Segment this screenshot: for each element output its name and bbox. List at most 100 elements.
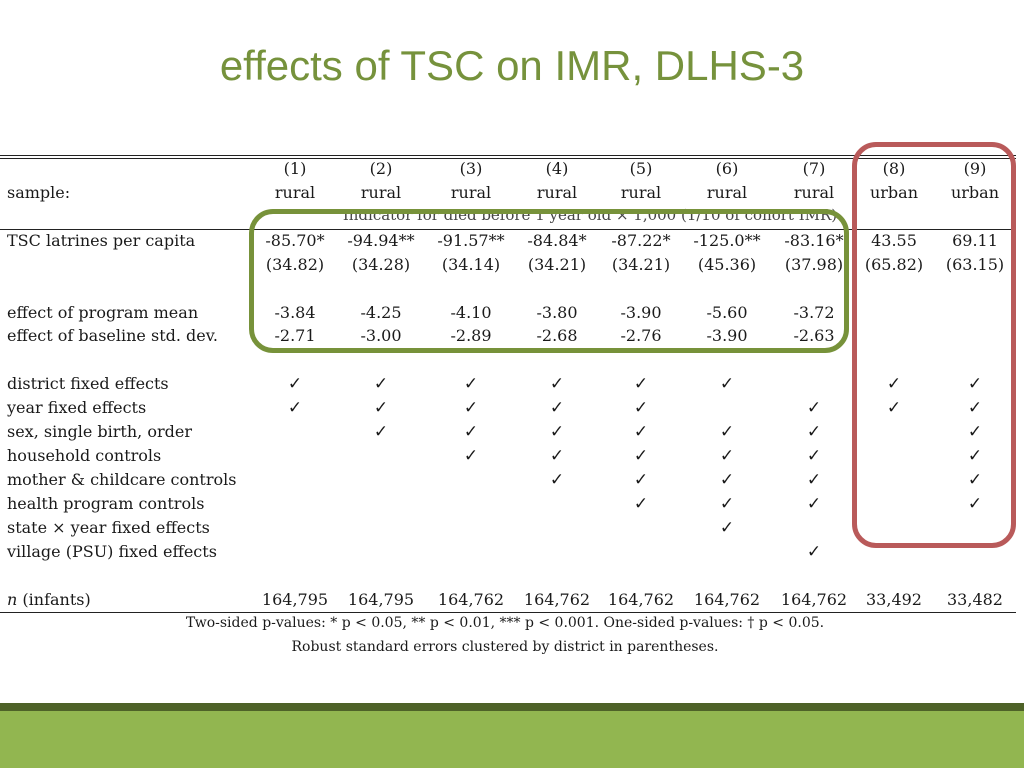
checkmark-icon: ✓	[549, 446, 565, 466]
control-row-label: village (PSU) fixed effects	[7, 542, 217, 561]
effect-row-label: effect of baseline std. dev.	[7, 326, 218, 345]
checkmark-icon: ✓	[549, 470, 565, 490]
checkmark-icon: ✓	[633, 422, 649, 442]
checkmark-icon: ✓	[463, 398, 479, 418]
checkmark-icon: ✓	[719, 470, 735, 490]
coef-std-error: (34.21)	[611, 255, 671, 274]
checkmark-icon: ✓	[287, 398, 303, 418]
column-number: (4)	[545, 159, 569, 178]
sample-value: rural	[793, 183, 835, 202]
control-row-label: mother & childcare controls	[7, 470, 237, 489]
slide-title: effects of TSC on IMR, DLHS-3	[219, 42, 805, 89]
sample-value: rural	[274, 183, 316, 202]
effect-value: -3.90	[620, 303, 662, 322]
column-number: (1)	[283, 159, 307, 178]
table-top-rule	[0, 155, 1016, 156]
column-number: (8)	[882, 159, 906, 178]
control-row-label: sex, single birth, order	[7, 422, 192, 441]
coef-std-error: (65.82)	[864, 255, 924, 274]
effect-value: -3.00	[360, 326, 402, 345]
checkmark-icon: ✓	[463, 422, 479, 442]
checkmark-icon: ✓	[373, 398, 389, 418]
table-bottom-rule	[0, 612, 1016, 613]
sample-value: rural	[620, 183, 662, 202]
coef-estimate: -94.94**	[347, 231, 415, 250]
control-row-label: state × year fixed effects	[7, 518, 210, 537]
checkmark-icon: ✓	[463, 446, 479, 466]
effect-value: -3.84	[274, 303, 316, 322]
checkmark-icon: ✓	[549, 422, 565, 442]
checkmark-icon: ✓	[549, 398, 565, 418]
effect-value: -5.60	[706, 303, 748, 322]
column-number: (9)	[963, 159, 987, 178]
checkmark-icon: ✓	[373, 422, 389, 442]
coef-estimate: -91.57**	[437, 231, 505, 250]
sample-value: rural	[706, 183, 748, 202]
column-number: (7)	[802, 159, 826, 178]
checkmark-icon: ✓	[806, 422, 822, 442]
n-value: 164,762	[437, 590, 505, 609]
checkmark-icon: ✓	[287, 374, 303, 394]
effect-row-label: effect of program mean	[7, 303, 199, 322]
control-row-label: year fixed effects	[7, 398, 147, 417]
checkmark-icon: ✓	[719, 422, 735, 442]
n-value: 164,762	[693, 590, 761, 609]
coef-estimate: -84.84*	[527, 231, 587, 250]
footer-dark-band	[0, 703, 1024, 711]
checkmark-icon: ✓	[633, 398, 649, 418]
checkmark-icon: ✓	[886, 374, 902, 394]
effect-value: -2.89	[450, 326, 492, 345]
checkmark-icon: ✓	[967, 374, 983, 394]
effect-value: -2.68	[536, 326, 578, 345]
sample-value: rural	[536, 183, 578, 202]
effect-value: -3.80	[536, 303, 578, 322]
checkmark-icon: ✓	[967, 494, 983, 514]
rural-highlight-box	[249, 209, 849, 353]
sample-value: rural	[450, 183, 492, 202]
control-row-label: health program controls	[7, 494, 205, 513]
checkmark-icon: ✓	[806, 470, 822, 490]
checkmark-icon: ✓	[886, 398, 902, 418]
footer-green-band	[0, 711, 1024, 768]
checkmark-icon: ✓	[549, 374, 565, 394]
n-value: 164,795	[347, 590, 415, 609]
n-value: 164,762	[607, 590, 675, 609]
coef-std-error: (34.14)	[441, 255, 501, 274]
checkmark-icon: ✓	[806, 542, 822, 562]
checkmark-icon: ✓	[719, 518, 735, 538]
checkmark-icon: ✓	[633, 494, 649, 514]
column-number: (6)	[715, 159, 739, 178]
sample-label: sample:	[7, 183, 71, 202]
checkmark-icon: ✓	[719, 446, 735, 466]
control-row-label: household controls	[7, 446, 162, 465]
effect-value: -2.71	[274, 326, 316, 345]
n-row-label: n (infants)	[7, 590, 91, 609]
coef-estimate: 43.55	[871, 231, 917, 250]
table-note-pvalues: Two-sided p-values: * p < 0.05, ** p < 0…	[185, 615, 825, 631]
coef-estimate: -125.0**	[693, 231, 761, 250]
sample-value: urban	[869, 183, 919, 202]
sample-value: urban	[950, 183, 1000, 202]
effect-value: -3.90	[706, 326, 748, 345]
checkmark-icon: ✓	[633, 446, 649, 466]
coef-row-label: TSC latrines per capita	[7, 231, 196, 250]
checkmark-icon: ✓	[806, 398, 822, 418]
coef-std-error: (34.28)	[351, 255, 411, 274]
checkmark-icon: ✓	[967, 422, 983, 442]
checkmark-icon: ✓	[967, 398, 983, 418]
control-row-label: district fixed effects	[7, 374, 169, 393]
coef-std-error: (45.36)	[697, 255, 757, 274]
column-number: (5)	[629, 159, 653, 178]
n-value: 164,795	[261, 590, 329, 609]
coef-std-error: (34.21)	[527, 255, 587, 274]
checkmark-icon: ✓	[967, 446, 983, 466]
effect-value: -3.72	[793, 303, 835, 322]
n-value: 33,482	[947, 590, 1003, 609]
n-value: 164,762	[780, 590, 848, 609]
column-number: (2)	[369, 159, 393, 178]
effect-value: -4.10	[450, 303, 492, 322]
n-value: 164,762	[523, 590, 591, 609]
coef-estimate: -83.16*	[784, 231, 844, 250]
table-note-se: Robust standard errors clustered by dist…	[291, 639, 719, 655]
sample-value: rural	[360, 183, 402, 202]
